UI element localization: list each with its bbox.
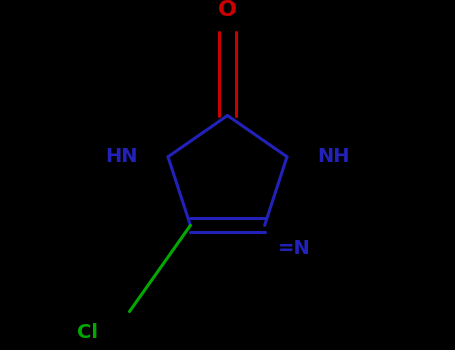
Text: NH: NH <box>317 147 349 166</box>
Text: =N: =N <box>278 239 311 258</box>
Text: O: O <box>218 0 237 21</box>
Text: HN: HN <box>106 147 138 166</box>
Text: Cl: Cl <box>77 323 98 342</box>
